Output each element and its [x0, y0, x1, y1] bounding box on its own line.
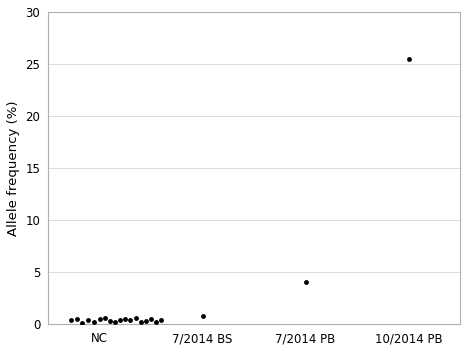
Point	[106, 318, 113, 324]
Point	[405, 56, 412, 62]
Point	[302, 279, 309, 284]
Point	[73, 316, 81, 322]
Point	[121, 316, 129, 321]
Point	[127, 318, 134, 323]
Point	[101, 315, 108, 321]
Point	[78, 320, 86, 326]
Point	[147, 316, 155, 322]
Point	[132, 315, 139, 321]
Point	[85, 318, 92, 323]
Point	[152, 319, 160, 325]
Y-axis label: Allele frequency (%): Allele frequency (%)	[7, 100, 20, 236]
Point	[142, 318, 149, 323]
Point	[199, 313, 206, 319]
Point	[116, 317, 124, 322]
Point	[111, 320, 119, 325]
Point	[67, 317, 74, 323]
Point	[96, 316, 103, 322]
Point	[91, 319, 98, 324]
Point	[137, 319, 144, 324]
Point	[157, 318, 165, 323]
